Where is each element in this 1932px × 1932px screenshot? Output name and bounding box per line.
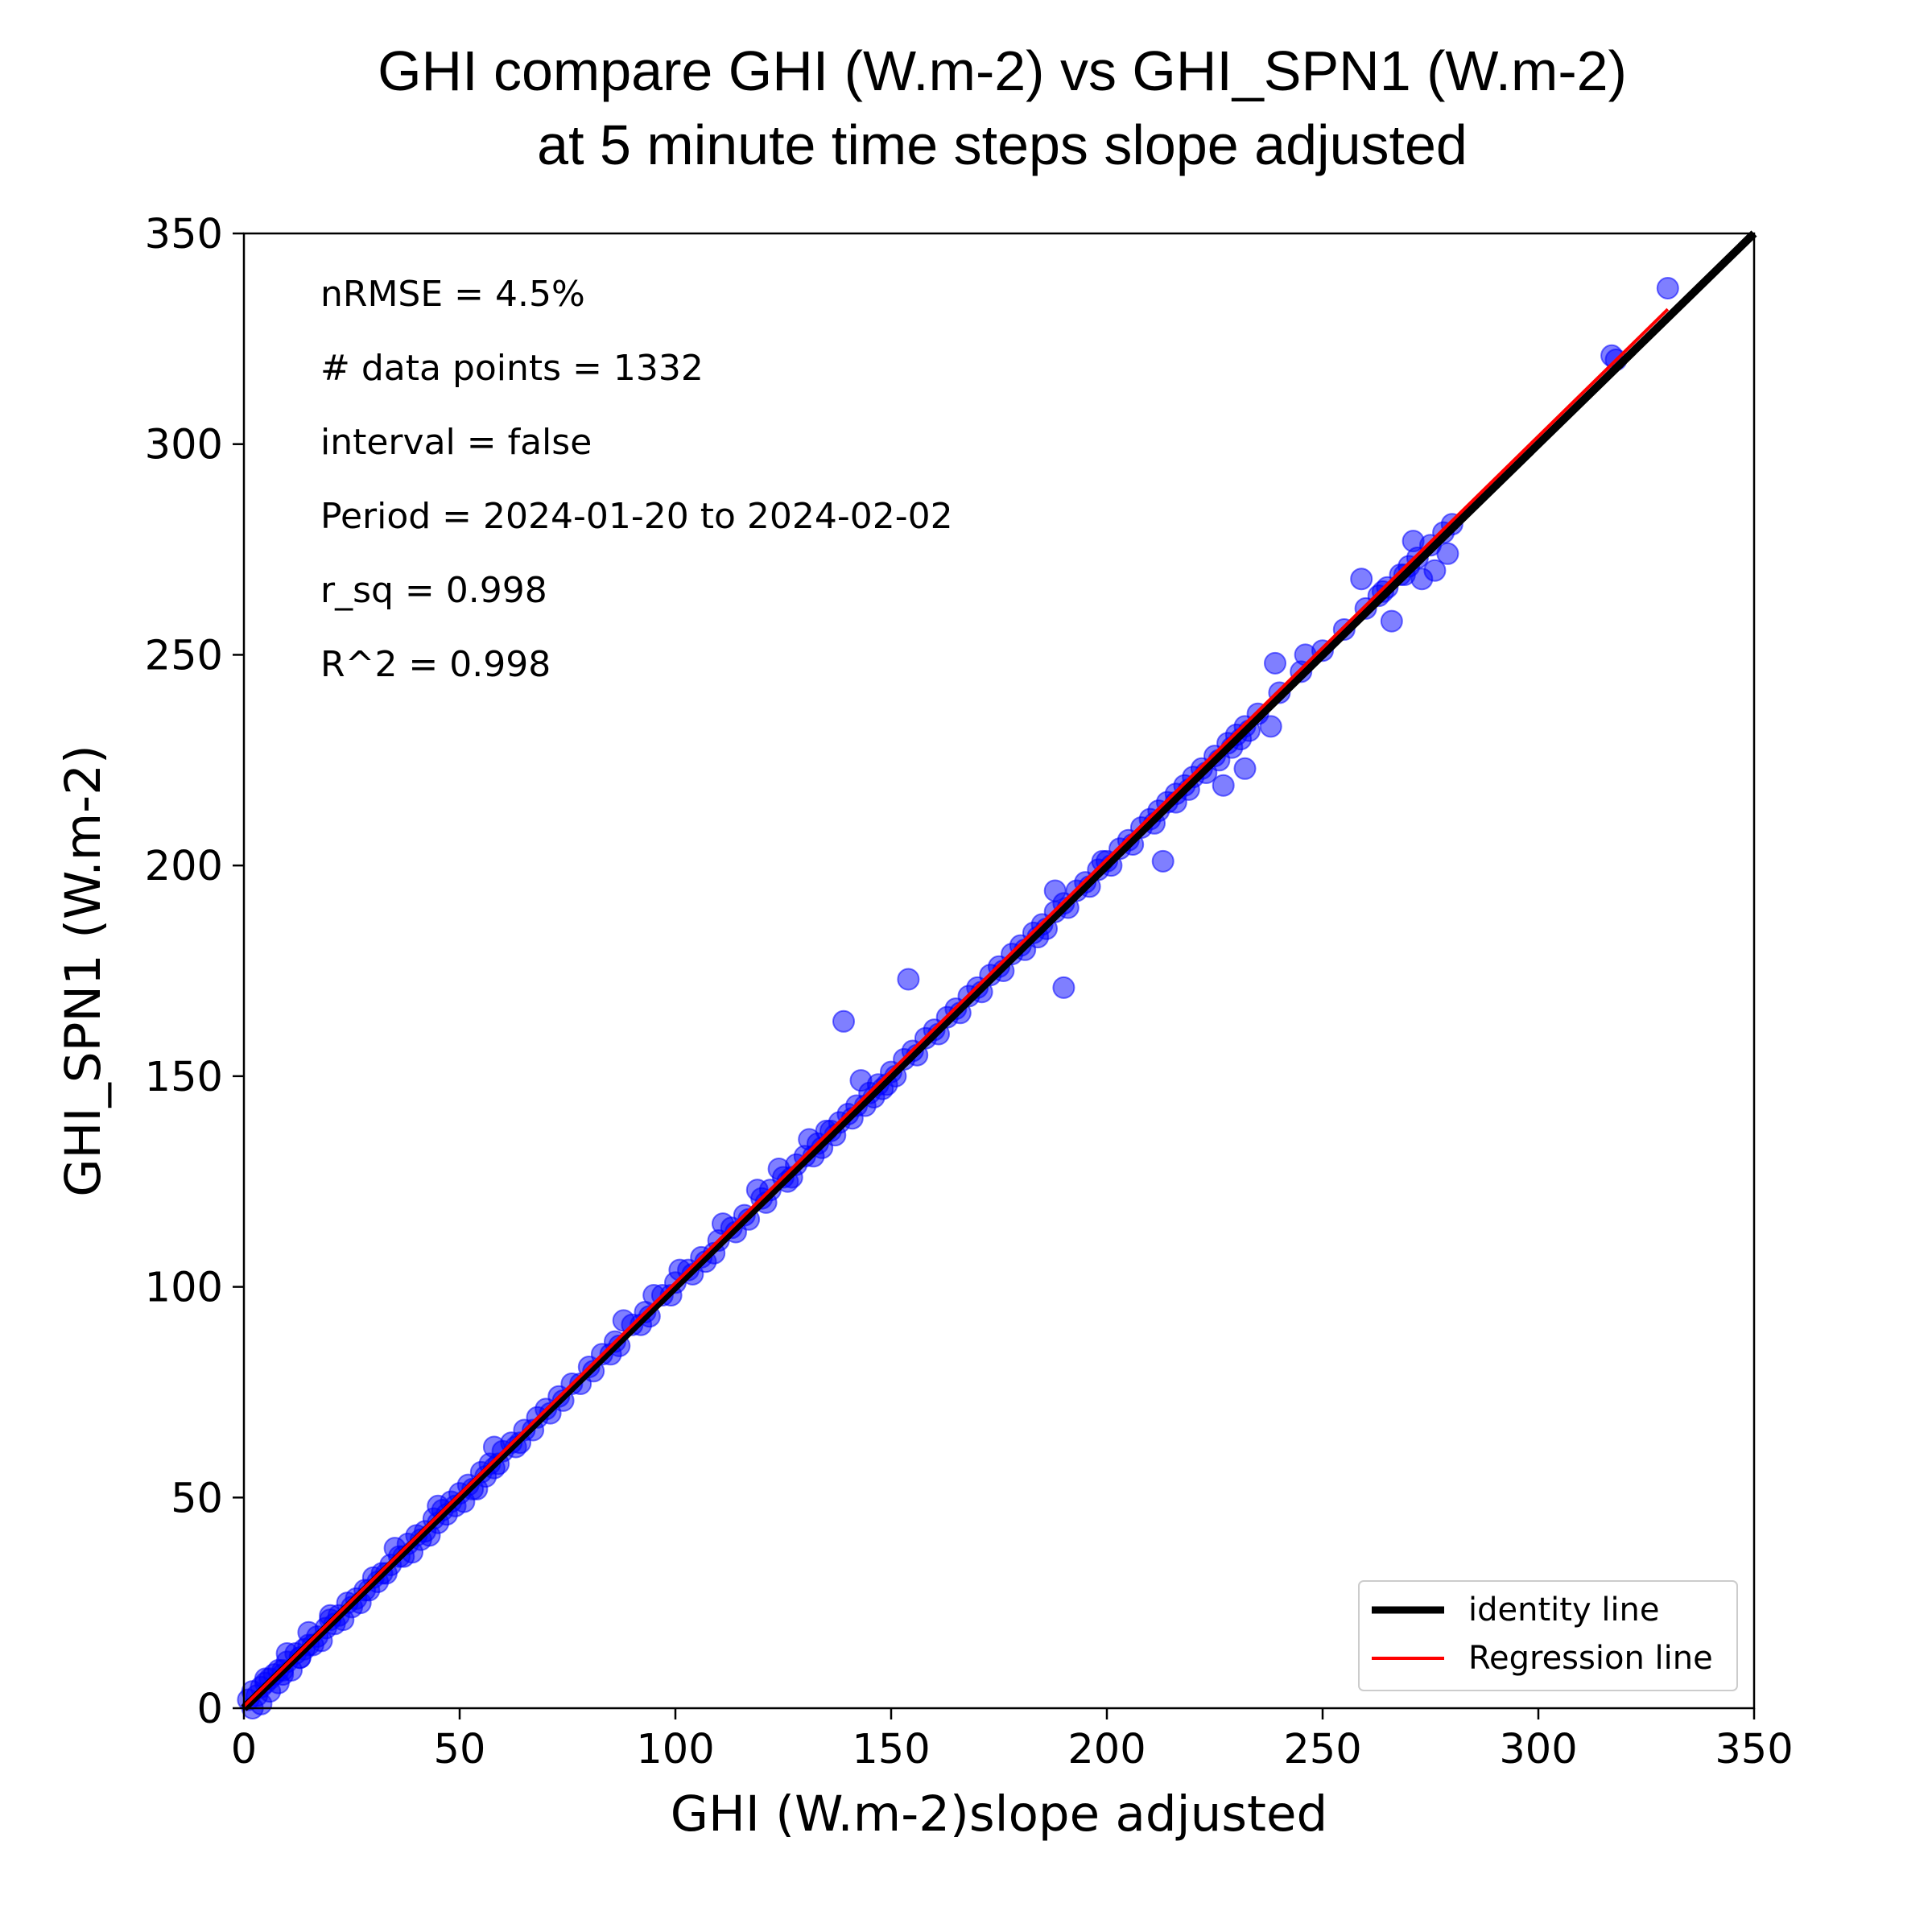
x-tick-label: 150 xyxy=(852,1726,930,1773)
regression-line xyxy=(242,308,1670,1707)
data-point xyxy=(897,968,920,991)
data-point xyxy=(1233,757,1257,780)
data-point xyxy=(1656,277,1679,299)
lines-layer xyxy=(241,230,1757,1711)
y-tick-label: 100 xyxy=(145,1265,223,1312)
y-tick-label: 150 xyxy=(145,1054,223,1101)
x-tick-label: 200 xyxy=(1067,1726,1146,1773)
stats-annotations: nRMSE = 4.5% # data points = 1332 interv… xyxy=(320,274,953,685)
data-point xyxy=(1052,976,1075,999)
data-point xyxy=(612,1309,635,1332)
identity-line xyxy=(241,230,1757,1711)
y-tick-label: 300 xyxy=(145,422,223,469)
x-tick-label: 50 xyxy=(434,1726,486,1773)
stat-period: Period = 2024-01-20 to 2024-02-02 xyxy=(320,496,953,537)
y-tick-label: 200 xyxy=(145,843,223,890)
data-point xyxy=(1043,879,1067,902)
y-tick-label: 350 xyxy=(145,211,223,258)
y-axis-label: GHI_SPN1 (W.m-2) xyxy=(55,745,112,1197)
legend-identity-label: identity line xyxy=(1468,1591,1660,1629)
data-point xyxy=(1350,568,1373,591)
legend-box xyxy=(1358,1580,1738,1691)
chart-title-line-1: GHI compare GHI (W.m-2) vs GHI_SPN1 (W.m… xyxy=(378,39,1627,102)
x-tick-label: 0 xyxy=(231,1726,257,1773)
x-axis-label: GHI (W.m-2)slope adjusted xyxy=(671,1785,1327,1843)
data-point xyxy=(1151,849,1174,873)
x-tick-label: 350 xyxy=(1715,1726,1793,1773)
ticks-layer: 0 50 100 150 200 250 300 350 0 50 100 150 200 250 300 3… xyxy=(145,211,1794,1773)
data-point xyxy=(1436,542,1459,565)
chart-title-line-2: at 5 minute time steps slope adjusted xyxy=(537,114,1468,176)
x-tick-label: 300 xyxy=(1499,1726,1577,1773)
stat-interval: interval = false xyxy=(320,422,592,463)
y-tick-label: 250 xyxy=(145,632,223,679)
data-point xyxy=(1402,530,1425,553)
data-point xyxy=(849,1069,873,1092)
plot-frame xyxy=(242,232,1756,1710)
legend: identity line Regression line xyxy=(1358,1580,1738,1691)
data-point xyxy=(1259,715,1282,738)
stat-r-squared: R^2 = 0.998 xyxy=(320,644,551,685)
y-tick-label: 0 xyxy=(197,1686,223,1733)
data-point xyxy=(1264,651,1286,675)
data-point xyxy=(1423,559,1447,582)
stat-r-sq: r_sq = 0.998 xyxy=(320,570,547,611)
data-point xyxy=(1380,609,1403,633)
x-tick-label: 250 xyxy=(1283,1726,1361,1773)
legend-regression-label: Regression line xyxy=(1468,1640,1713,1677)
data-point xyxy=(832,1009,855,1033)
x-tick-label: 100 xyxy=(636,1726,714,1773)
y-tick-label: 50 xyxy=(171,1475,223,1522)
data-point xyxy=(1212,774,1235,797)
stat-nrmse: nRMSE = 4.5% xyxy=(320,274,585,315)
stat-data-points: # data points = 1332 xyxy=(320,348,704,389)
